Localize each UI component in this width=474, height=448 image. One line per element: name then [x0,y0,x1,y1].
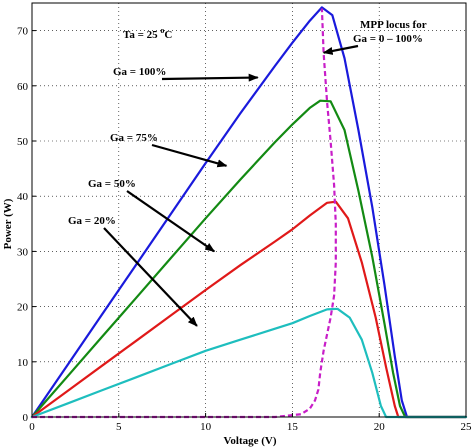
arrow-layer [103,44,359,327]
series-line-3 [30,307,468,419]
label-mpp-locus-line1: MPP locus for [360,19,427,31]
label-ga-20: Ga = 20% [68,215,116,227]
label-ga-75: Ga = 75% [110,132,158,144]
y-tick-label: 20 [17,302,29,314]
x-tick-label: 5 [116,421,122,433]
y-tick-label: 50 [17,136,29,148]
y-axis-title: Power (W) [2,198,14,249]
annotation-arrow [151,143,228,168]
x-tick-label: 0 [29,421,35,433]
y-tick-label: 40 [17,191,29,203]
series-line-4 [32,8,337,419]
annotation-arrow [103,227,198,327]
plot-frame [31,2,467,418]
ta-degree-sup: o [160,26,164,35]
tick-layer: 0 5 10 15 20 25 0 10 20 30 40 50 60 70 [17,26,472,433]
series-line-1 [30,99,468,419]
ta-annotation: Ta = 25 oC [123,26,172,41]
y-tick-label: 60 [17,81,29,93]
y-tick-label: 0 [23,412,29,424]
label-ga-50: Ga = 50% [88,178,136,190]
annotation-arrow [126,190,216,253]
x-tick-label: 15 [287,421,299,433]
series-layer [30,6,468,419]
ta-unit: C [164,29,172,41]
label-ga-100: Ga = 100% [113,66,166,78]
y-tick-label: 30 [17,246,29,258]
annotation-arrow [161,73,259,82]
series-line-2 [30,200,468,419]
y-tick-label: 10 [17,357,29,369]
ta-text: Ta = 25 [123,29,160,41]
x-axis-title: Voltage (V) [223,435,276,447]
x-tick-label: 20 [374,421,386,433]
annotation-arrow [322,44,359,55]
label-mpp-locus-line2: Ga = 0 – 100% [353,33,423,45]
grid-layer [31,3,467,417]
series-line-0 [30,6,468,419]
x-tick-label: 10 [200,421,212,433]
x-tick-label: 25 [461,421,473,433]
y-tick-label: 70 [17,26,29,38]
